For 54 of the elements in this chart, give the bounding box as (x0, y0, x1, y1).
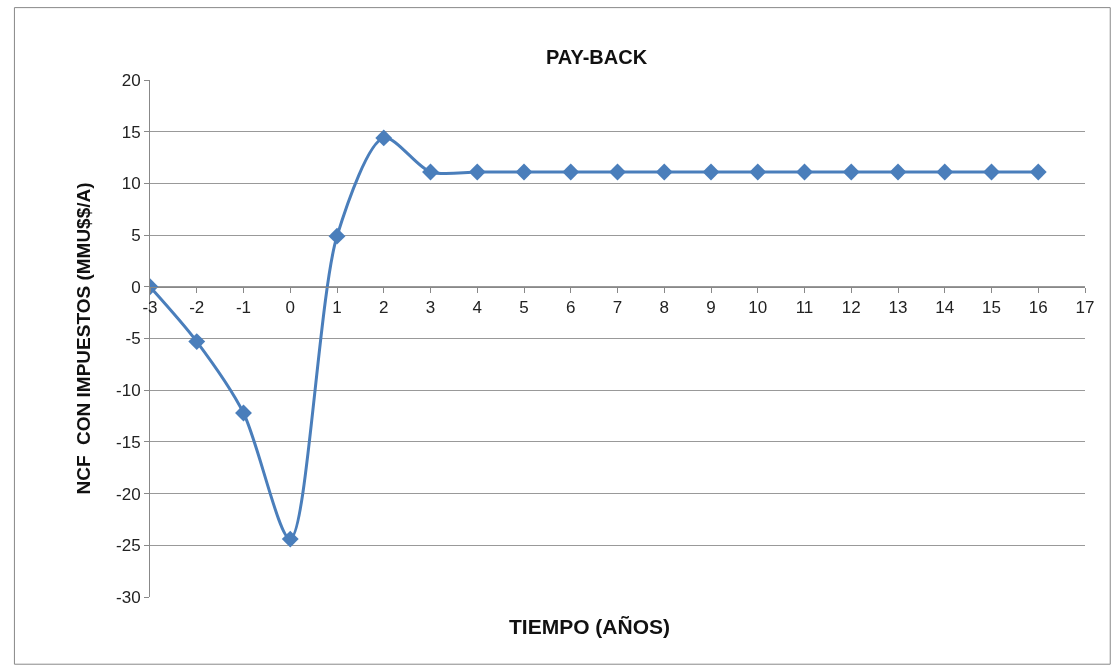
y-tick-label: -5 (125, 329, 141, 349)
x-tick-label: 3 (425, 298, 436, 318)
x-tick-label: 12 (841, 298, 861, 318)
point (889, 163, 907, 181)
point (796, 163, 813, 181)
y-tick-label: 15 (121, 122, 141, 142)
point (328, 227, 346, 245)
x-tick-label: 10 (748, 298, 768, 318)
y-tick-label: 20 (121, 70, 141, 90)
point (655, 163, 673, 181)
point (609, 163, 626, 181)
x-tick-label: 5 (519, 298, 529, 318)
y-tick-label: -15 (116, 432, 141, 452)
x-tick-label: -1 (235, 298, 252, 318)
x-tick-label: 6 (566, 298, 576, 318)
x-tick-label: -3 (142, 298, 158, 318)
point (281, 530, 299, 548)
x-tick-label: 14 (935, 298, 955, 318)
x-tick-label: 2 (379, 298, 389, 318)
y-tick-label: 0 (131, 277, 141, 297)
x-tick-label: 8 (659, 298, 669, 318)
x-tick-label: -2 (189, 298, 205, 318)
point (562, 163, 580, 181)
y-tick-label: 5 (131, 226, 141, 246)
point (422, 163, 439, 181)
point (188, 333, 206, 351)
x-tick-label: 11 (795, 298, 814, 318)
point (375, 129, 393, 147)
x-axis-title: TIEMPO (AÑOS) (509, 615, 670, 638)
x-tick-label: 9 (706, 298, 716, 318)
x-tick-label: 17 (1075, 298, 1095, 318)
y-axis-title: NCF CON IMPUESTOS (MMU$$/A) (72, 182, 94, 495)
point (983, 163, 1000, 181)
point (842, 163, 860, 181)
x-tick-label: 15 (982, 298, 1001, 318)
chart-title: PAY-BACK (545, 46, 648, 69)
y-tick-label: -10 (116, 381, 141, 401)
x-tick-label: 13 (888, 298, 908, 318)
x-tick-label: 16 (1028, 298, 1048, 318)
y-tick-label: 10 (121, 174, 141, 194)
point (936, 163, 954, 181)
y-tick-label: -30 (116, 587, 141, 607)
point (702, 163, 720, 181)
y-tick-label: -25 (116, 536, 141, 556)
x-tick-label: 0 (285, 298, 295, 318)
x-tick-label: 1 (332, 298, 342, 318)
point (1029, 163, 1047, 181)
x-tick-label: 4 (472, 298, 482, 318)
point (515, 163, 533, 181)
point (468, 163, 486, 181)
point (235, 404, 252, 422)
point (749, 163, 767, 181)
x-tick-label: 7 (612, 298, 623, 318)
y-tick-label: -20 (116, 484, 141, 504)
